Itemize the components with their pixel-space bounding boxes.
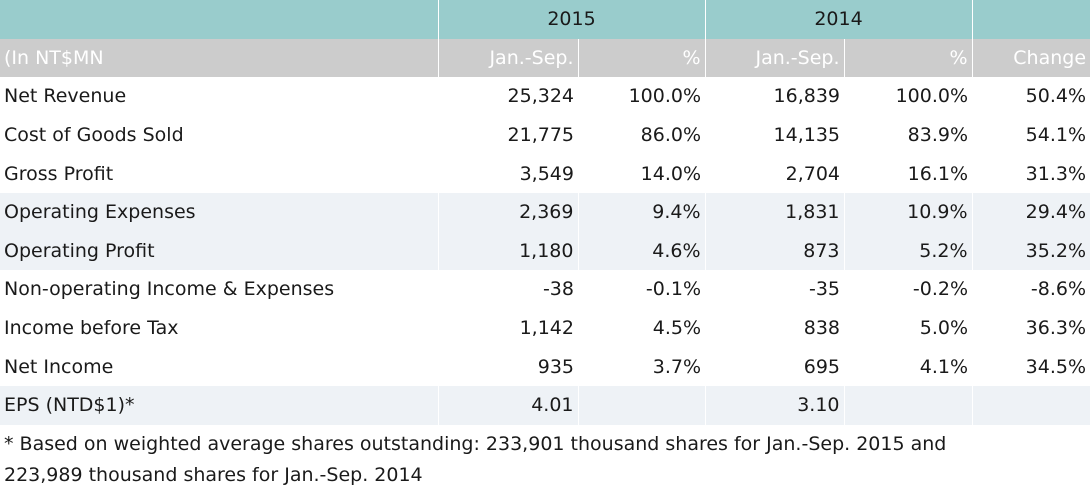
value-2015: 21,775 [507, 124, 574, 147]
table-row: Non-operating Income & Expenses -38 -0.1… [0, 270, 1090, 309]
value-2015: 4.01 [438, 385, 579, 425]
value-2014: 3.10 [705, 385, 845, 425]
change-value: -8.6% [1030, 278, 1087, 301]
value-2014: 14,135 [773, 124, 841, 147]
percent-2015: 4.6% [578, 231, 706, 271]
year-2015-header: 2015 [438, 0, 706, 39]
value-2015: 25,324 [507, 85, 574, 108]
percent-2015-header: % [578, 38, 706, 78]
unit-header: (In NT$MN [0, 38, 439, 78]
year-2014-header: 2014 [705, 0, 973, 39]
percent-2015: -0.1% [645, 278, 702, 301]
change-value: 29.4% [972, 192, 1091, 232]
table-row: Net Income 935 3.7% 695 4.1% 34.5% [0, 347, 1090, 386]
percent-2014 [844, 385, 973, 425]
row-label: EPS (NTD$1)* [0, 385, 439, 425]
table-row: EPS (NTD$1)* 4.01 3.10 [0, 385, 1091, 425]
percent-2014: 83.9% [907, 124, 969, 147]
period-2014-header: Jan.-Sep. [705, 38, 845, 78]
table-row: Cost of Goods Sold 21,775 86.0% 14,135 8… [0, 116, 1090, 155]
change-value: 54.1% [1025, 124, 1087, 147]
percent-2015: 100.0% [628, 85, 702, 108]
value-2014: 873 [705, 231, 845, 271]
value-2014: 16,839 [773, 85, 841, 108]
header-blank-cell [972, 0, 1091, 39]
percent-2015: 4.5% [652, 317, 702, 340]
row-label: Income before Tax [4, 317, 179, 340]
footnote: * Based on weighted average shares outst… [4, 432, 947, 486]
percent-2014: 10.9% [844, 192, 973, 232]
value-2015: 2,369 [438, 192, 579, 232]
percent-2015: 14.0% [640, 162, 702, 185]
value-2015: 3,549 [519, 162, 574, 185]
change-value: 50.4% [1025, 85, 1087, 108]
value-2014: -35 [808, 278, 841, 301]
column-header-row: (In NT$MN Jan.-Sep. % Jan.-Sep. % Change [0, 38, 1091, 78]
percent-2015: 3.7% [652, 355, 702, 378]
row-label: Net Income [4, 355, 114, 378]
row-label: Cost of Goods Sold [4, 124, 184, 147]
percent-2015: 9.4% [578, 192, 706, 232]
percent-2014-header: % [844, 38, 973, 78]
change-value: 35.2% [972, 231, 1091, 271]
change-value [972, 385, 1091, 425]
value-2015: 935 [537, 355, 574, 378]
percent-2014: -0.2% [912, 278, 969, 301]
row-label: Operating Profit [0, 231, 439, 271]
percent-2014: 16.1% [907, 162, 969, 185]
percent-2015 [578, 385, 706, 425]
table-row: Income before Tax 1,142 4.5% 838 5.0% 36… [0, 309, 1090, 348]
header-blank-cell [0, 0, 439, 39]
percent-2014: 5.0% [919, 317, 969, 340]
table-row: Net Revenue 25,324 100.0% 16,839 100.0% … [0, 77, 1090, 116]
table-row: Operating Expenses 2,369 9.4% 1,831 10.9… [0, 192, 1091, 232]
value-2014: 695 [803, 355, 841, 378]
value-2015: -38 [542, 278, 574, 301]
change-value: 31.3% [1025, 162, 1087, 185]
value-2015: 1,180 [438, 231, 579, 271]
year-header-row: 2015 2014 [0, 0, 1091, 39]
percent-2015: 86.0% [640, 124, 702, 147]
row-label: Non-operating Income & Expenses [4, 278, 335, 301]
table-row: Operating Profit 1,180 4.6% 873 5.2% 35.… [0, 231, 1091, 271]
change-value: 36.3% [1025, 317, 1087, 340]
table-row: Gross Profit 3,549 14.0% 2,704 16.1% 31.… [0, 154, 1090, 193]
change-value: 34.5% [1025, 355, 1087, 378]
income-statement-table: 2015 2014 (In NT$MN Jan.-Sep. % Jan.-Sep… [0, 0, 1091, 425]
period-2015-header: Jan.-Sep. [438, 38, 579, 78]
percent-2014: 4.1% [919, 355, 969, 378]
row-label: Gross Profit [4, 162, 114, 185]
row-label: Net Revenue [4, 85, 127, 108]
percent-2014: 100.0% [895, 85, 969, 108]
row-label: Operating Expenses [0, 192, 439, 232]
percent-2014: 5.2% [844, 231, 973, 271]
value-2014: 838 [803, 317, 841, 340]
value-2014: 2,704 [785, 162, 841, 185]
change-header: Change [972, 38, 1091, 78]
value-2015: 1,142 [519, 317, 574, 340]
value-2014: 1,831 [705, 192, 845, 232]
